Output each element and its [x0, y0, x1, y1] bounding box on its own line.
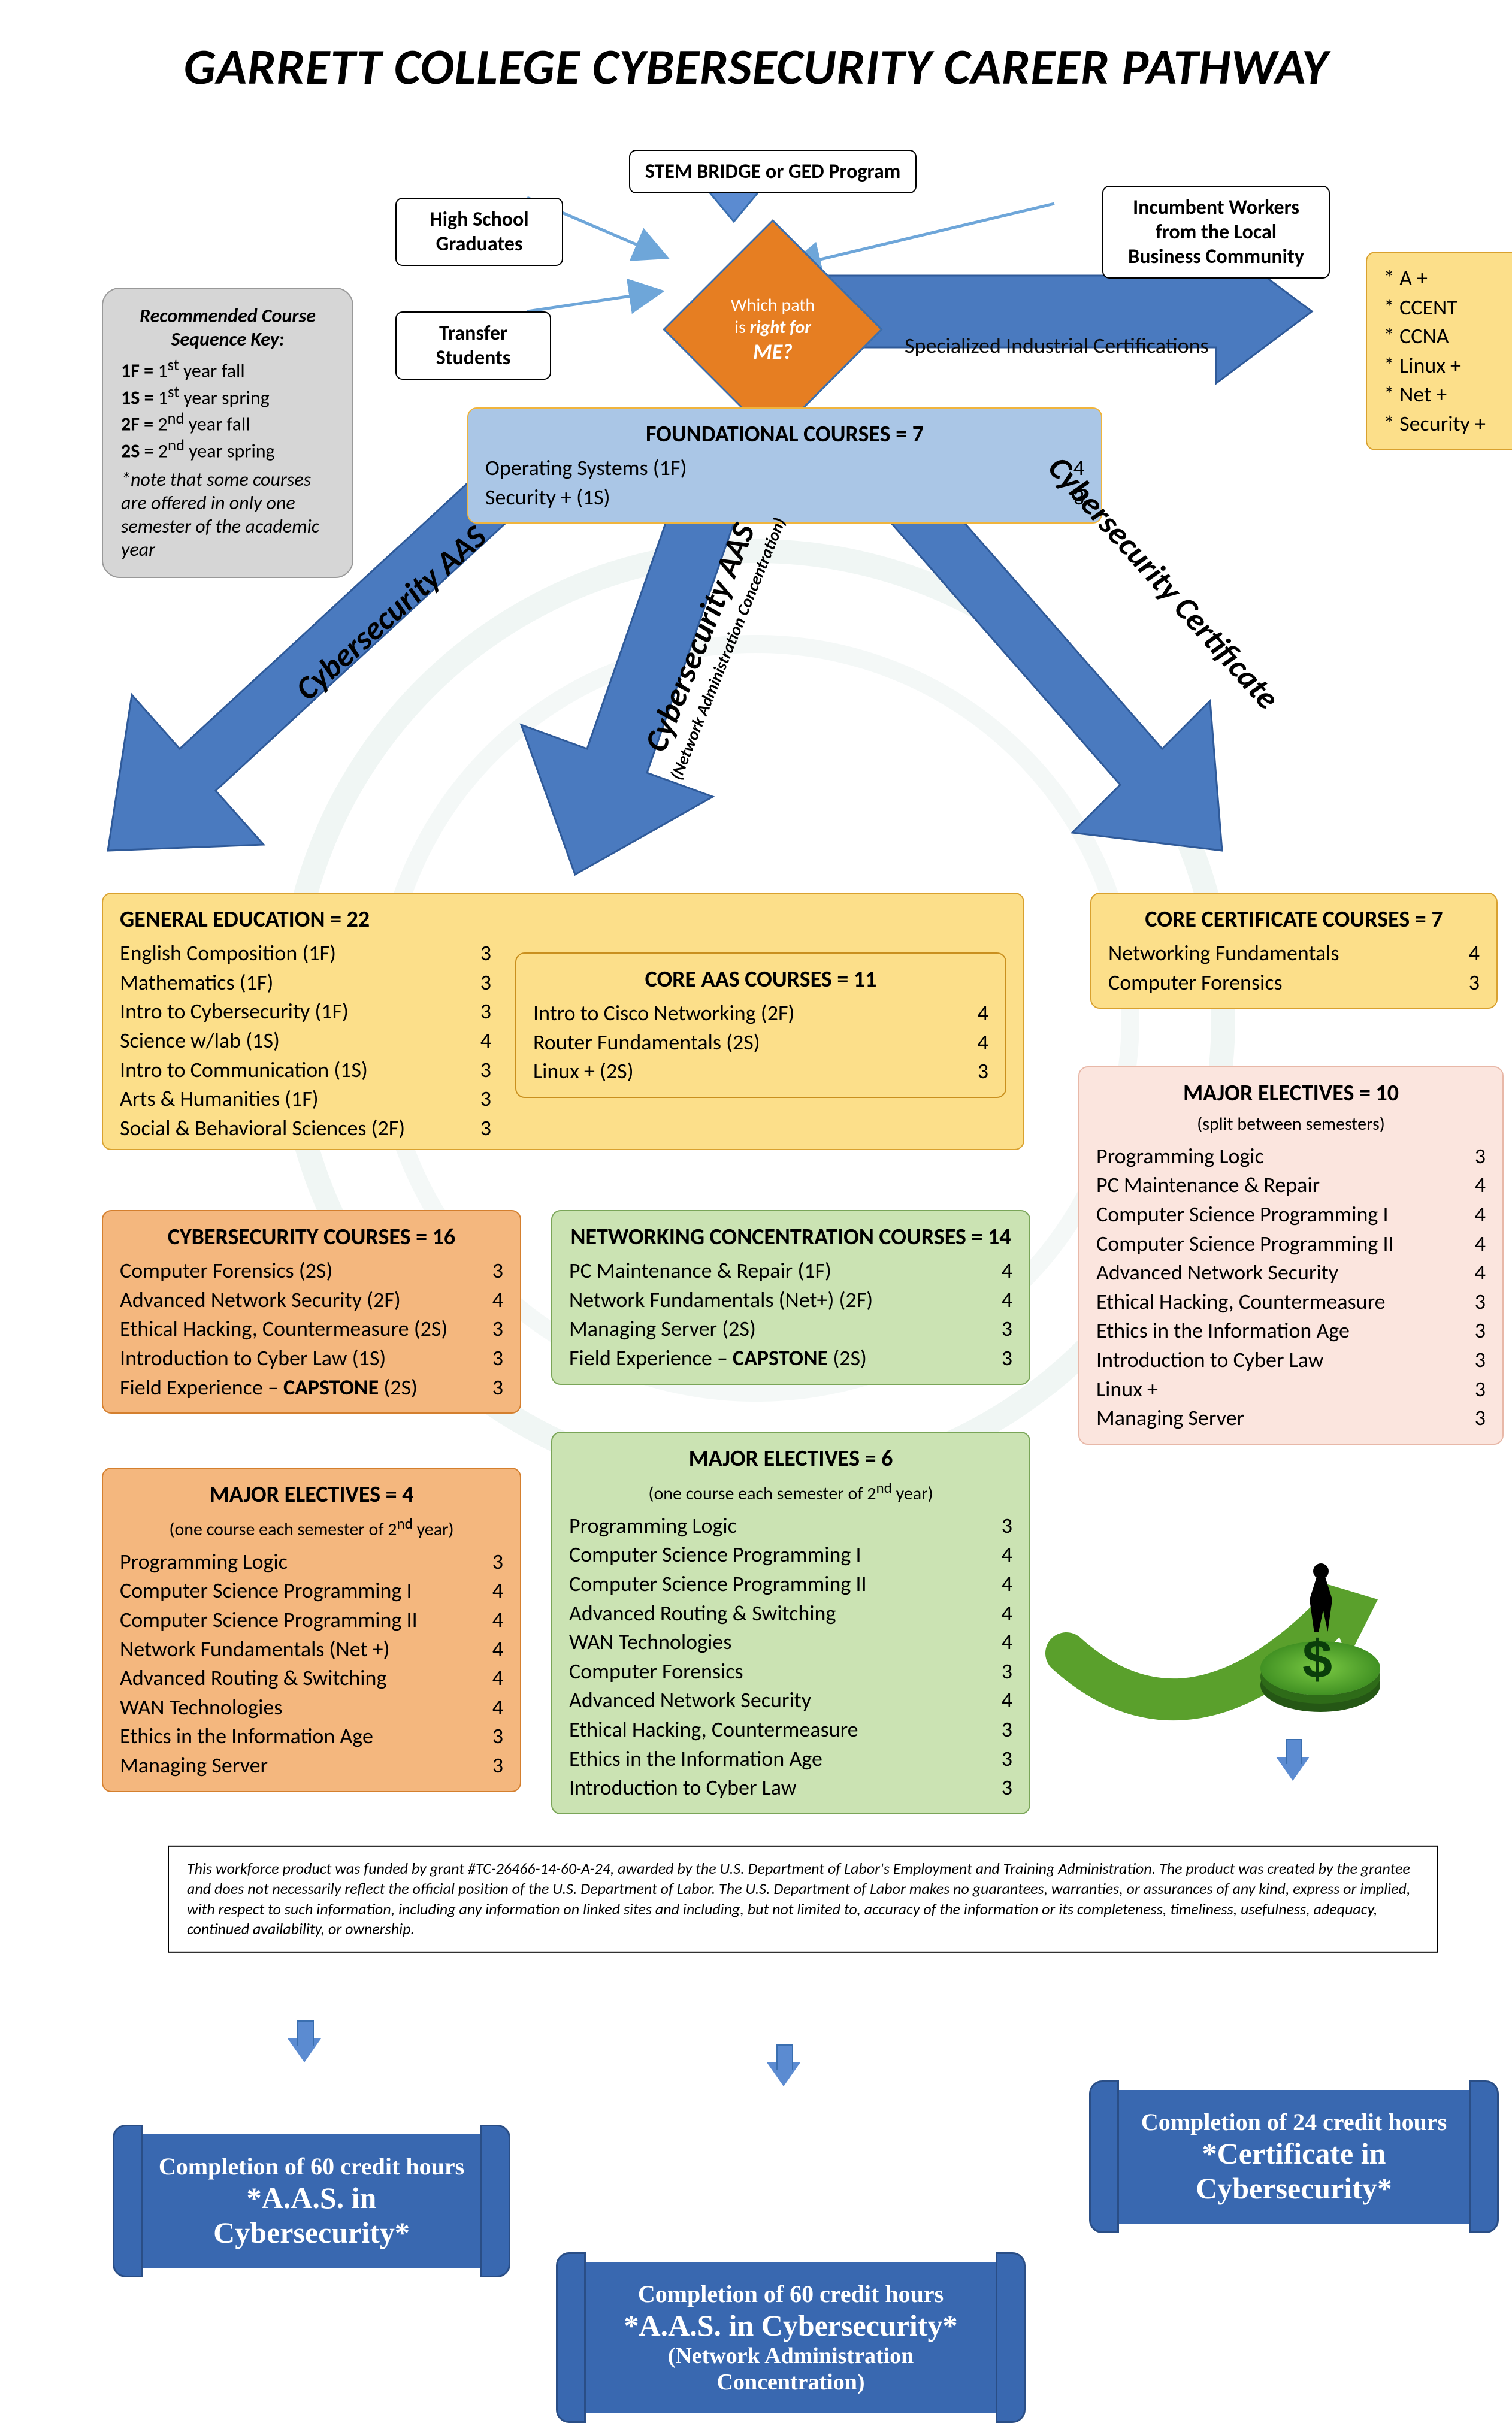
entry-incumbent: Incumbent Workers from the Local Busines… [1102, 186, 1330, 279]
completion-aas: Completion of 60 credit hours *A.A.S. in… [126, 2134, 497, 2268]
course-row: Linux +3 [1096, 1375, 1486, 1404]
course-row: Intro to Cisco Networking (2F)4 [533, 999, 988, 1028]
course-row: Linux + (2S)3 [533, 1057, 988, 1086]
completion-net: Completion of 60 credit hours *A.A.S. in… [569, 2262, 1012, 2413]
course-row: Programming Logic3 [569, 1511, 1012, 1541]
cert-item: * A + [1384, 264, 1504, 293]
core-aas-box: CORE AAS COURSES = 11 Intro to Cisco Net… [515, 952, 1006, 1098]
entry-transfer: Transfer Students [395, 311, 551, 380]
spec-cert-label: Specialized Industrial Certifications [905, 332, 1209, 359]
course-row: WAN Technologies4 [120, 1693, 503, 1722]
course-row: PC Maintenance & Repair (1F)4 [569, 1256, 1012, 1285]
cyber-courses-box: CYBERSECURITY COURSES = 16 Computer Fore… [102, 1210, 521, 1414]
entry-hs: High School Graduates [395, 198, 563, 266]
key-row: 1S = 1st year spring [121, 383, 334, 410]
course-row: Introduction to Cyber Law3 [1096, 1345, 1486, 1375]
success-icon: $ [1212, 1569, 1392, 1725]
footer-disclaimer: This workforce product was funded by gra… [168, 1846, 1438, 1953]
major-el-net-box: MAJOR ELECTIVES = 6 (one course each sem… [551, 1432, 1030, 1814]
course-row: Advanced Routing & Switching4 [569, 1599, 1012, 1628]
cert-item: * Linux + [1384, 351, 1504, 380]
course-row: Mathematics (1F)3 [120, 968, 491, 997]
course-row: WAN Technologies4 [569, 1628, 1012, 1657]
course-row: Computer Science Programming I4 [569, 1540, 1012, 1569]
course-row: Ethics in the Information Age3 [1096, 1316, 1486, 1345]
course-row: Ethics in the Information Age3 [120, 1722, 503, 1751]
course-row: English Composition (1F)3 [120, 939, 491, 968]
course-row: Router Fundamentals (2S)4 [533, 1028, 988, 1057]
down-arrow-icon [767, 2062, 800, 2086]
course-row: Advanced Network Security4 [1096, 1258, 1486, 1287]
course-row: Networking Fundamentals4 [1108, 939, 1480, 968]
course-row: Managing Server3 [120, 1751, 503, 1780]
course-row: Ethical Hacking, Countermeasure (2S)3 [120, 1314, 503, 1344]
completion-cert: Completion of 24 credit hours *Certifica… [1102, 2090, 1486, 2224]
course-row: Programming Logic3 [120, 1547, 503, 1577]
course-row: Field Experience – CAPSTONE (2S)3 [569, 1344, 1012, 1373]
core-cert-box: CORE CERTIFICATE COURSES = 7 Networking … [1090, 893, 1498, 1009]
course-row: Network Fundamentals (Net +)4 [120, 1635, 503, 1664]
key-row: 2S = 2nd year spring [121, 436, 334, 463]
course-row: Science w/lab (1S)4 [120, 1026, 491, 1055]
key-row: 1F = 1st year fall [121, 356, 334, 383]
decision-diamond: Which path is right for ME? [695, 252, 851, 407]
course-row: Operating Systems (1F)4 [485, 453, 1084, 483]
label-aas-net: Cybersecurity AAS (Network Administratio… [629, 500, 790, 782]
course-row: Social & Behavioral Sciences (2F)3 [120, 1114, 491, 1143]
cert-item: * Security + [1384, 409, 1504, 438]
course-row: Intro to Cybersecurity (1F)3 [120, 997, 491, 1026]
course-row: Advanced Routing & Switching4 [120, 1663, 503, 1693]
course-row: Field Experience – CAPSTONE (2S)3 [120, 1373, 503, 1402]
course-row: Computer Science Programming I4 [1096, 1200, 1486, 1229]
course-row: Security + (1S)3 [485, 483, 1084, 512]
course-row: Advanced Network Security4 [569, 1686, 1012, 1715]
foundational-box: FOUNDATIONAL COURSES = 7 Operating Syste… [467, 407, 1102, 524]
major-el-cert-box: MAJOR ELECTIVES = 10 (split between seme… [1078, 1066, 1504, 1445]
down-arrow-icon [288, 2038, 321, 2062]
course-row: Introduction to Cyber Law (1S)3 [120, 1344, 503, 1373]
course-row: Managing Server (2S)3 [569, 1314, 1012, 1344]
course-row: Introduction to Cyber Law3 [569, 1773, 1012, 1802]
course-row: Computer Forensics (2S)3 [120, 1256, 503, 1285]
major-el-aas-box: MAJOR ELECTIVES = 4 (one course each sem… [102, 1468, 521, 1792]
course-row: Arts & Humanities (1F)3 [120, 1084, 491, 1114]
entry-stem: STEM BRIDGE or GED Program [629, 150, 917, 193]
net-conc-box: NETWORKING CONCENTRATION COURSES = 14 PC… [551, 1210, 1030, 1385]
course-row: Advanced Network Security (2F)4 [120, 1285, 503, 1315]
course-row: Computer Science Programming II4 [1096, 1229, 1486, 1259]
course-row: Network Fundamentals (Net+) (2F)4 [569, 1285, 1012, 1315]
sequence-key-box: Recommended Course Sequence Key: 1F = 1s… [102, 288, 353, 578]
course-row: Computer Science Programming II4 [120, 1605, 503, 1635]
page-title: GARRETT COLLEGE CYBERSECURITY CAREER PAT… [48, 36, 1464, 98]
course-row: Computer Forensics3 [569, 1657, 1012, 1686]
course-row: PC Maintenance & Repair4 [1096, 1170, 1486, 1200]
label-cert: Cybersecurity Certificate [1040, 449, 1288, 718]
course-row: Programming Logic3 [1096, 1142, 1486, 1171]
down-arrow-icon [1276, 1757, 1310, 1781]
course-row: Computer Science Programming I4 [120, 1576, 503, 1605]
cert-list-box: * A +* CCENT* CCNA* Linux +* Net +* Secu… [1366, 252, 1512, 450]
course-row: Computer Science Programming II4 [569, 1569, 1012, 1599]
course-row: Intro to Communication (1S)3 [120, 1055, 491, 1085]
course-row: Ethics in the Information Age3 [569, 1744, 1012, 1774]
cert-item: * CCENT [1384, 293, 1504, 322]
course-row: Computer Forensics3 [1108, 968, 1480, 997]
course-row: Managing Server3 [1096, 1403, 1486, 1433]
course-row: Ethical Hacking, Countermeasure3 [1096, 1287, 1486, 1317]
cert-item: * Net + [1384, 380, 1504, 409]
key-row: 2F = 2nd year fall [121, 409, 334, 436]
course-row: Ethical Hacking, Countermeasure3 [569, 1715, 1012, 1744]
cert-item: * CCNA [1384, 322, 1504, 351]
